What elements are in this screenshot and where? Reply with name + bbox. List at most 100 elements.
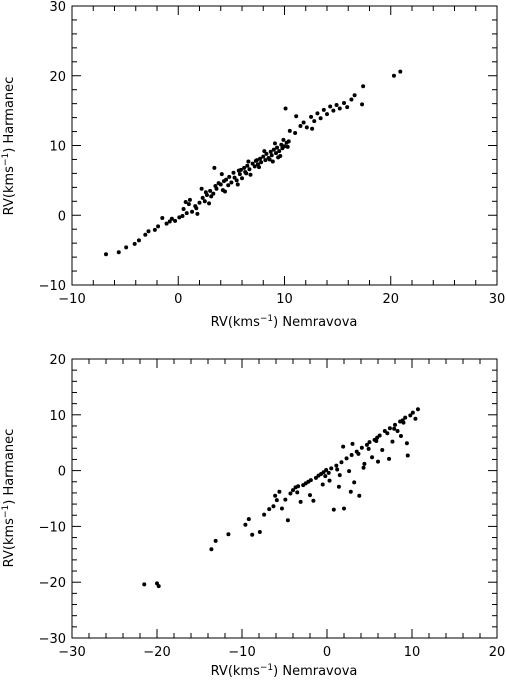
scatter-point	[287, 128, 292, 133]
scatter-point	[273, 493, 278, 498]
scatter-point	[398, 434, 403, 439]
scatter-point	[180, 213, 185, 218]
scatter-point	[267, 157, 272, 162]
scatter-point	[276, 155, 281, 160]
scatter-point	[329, 466, 334, 471]
scatter-point	[237, 172, 242, 177]
y-tick-label: 30	[49, 0, 66, 15]
scatter-point	[398, 69, 403, 74]
scatter-point	[325, 112, 329, 117]
y-tick-label: 10	[49, 140, 66, 155]
scatter-point	[367, 440, 372, 445]
scatter-point	[259, 160, 264, 165]
scatter-point	[195, 211, 200, 216]
y-tick-label: 10	[49, 409, 66, 424]
scatter-point	[136, 238, 141, 243]
scatter-point	[279, 142, 284, 147]
scatter-point	[334, 463, 339, 468]
scatter-point	[146, 229, 151, 234]
scatter-point	[173, 218, 178, 223]
scatter-point	[331, 108, 336, 113]
scatter-point	[285, 518, 290, 523]
scatter-point	[231, 170, 236, 175]
scatter-point	[415, 407, 420, 412]
x-tick-label: −10	[58, 292, 85, 307]
scatter-point	[226, 183, 231, 188]
scatter-point	[248, 172, 253, 177]
scatter-point	[341, 444, 346, 449]
scatter-point	[345, 105, 350, 110]
scatter-point	[331, 507, 336, 512]
scatter-point	[116, 250, 121, 255]
axis-ticks: −30 −20 −10 0 10 20 −30 −20 −10 0 10 20	[39, 353, 506, 660]
scatter-point	[298, 123, 303, 128]
scatter-panel-bottom: −30 −20 −10 0 10 20 −30 −20 −10 0 10 20 RV(kms−1) N…	[1, 353, 505, 679]
scatter-point	[271, 504, 276, 509]
scatter-point	[211, 191, 216, 196]
scatter-point	[391, 73, 396, 78]
scatter-point	[277, 489, 282, 494]
y-tick-label: 0	[58, 209, 66, 224]
scatter-point	[203, 190, 208, 195]
scatter-point	[357, 493, 362, 498]
scatter-point	[264, 151, 269, 156]
scatter-point	[238, 167, 243, 172]
scatter-point	[308, 478, 313, 483]
scatter-point	[392, 426, 397, 431]
scatter-point	[247, 167, 252, 172]
data-points	[104, 69, 403, 257]
scatter-point	[223, 189, 227, 194]
scatter-point	[257, 165, 261, 170]
scatter-point	[250, 532, 255, 537]
scatter-point	[342, 506, 346, 511]
scatter-point	[232, 175, 237, 180]
scatter-point	[364, 442, 369, 447]
y-tick-label: 20	[49, 353, 66, 368]
scatter-point	[181, 206, 186, 211]
scatter-point	[262, 149, 267, 154]
scatter-point	[152, 227, 157, 232]
scatter-point	[304, 125, 309, 130]
scatter-point	[227, 174, 232, 179]
x-tick-label: 20	[489, 645, 506, 660]
scatter-point	[390, 439, 395, 444]
scatter-point	[339, 460, 344, 465]
scatter-point	[269, 153, 274, 158]
scatter-point	[288, 491, 293, 496]
scatter-point	[246, 159, 251, 164]
scatter-point	[311, 498, 316, 503]
scatter-point	[124, 245, 129, 250]
scatter-point	[308, 493, 312, 498]
scatter-point	[293, 130, 298, 135]
scatter-panel-top: −10 0 10 20 30 −10 0 10 20 30 RV(kms−1) Nemravova…	[1, 0, 505, 330]
scatter-point	[298, 499, 303, 504]
scatter-point	[309, 114, 314, 119]
scatter-point	[208, 188, 213, 193]
scatter-point	[337, 473, 342, 478]
scatter-point	[352, 480, 357, 485]
scatter-point	[342, 100, 346, 105]
scatter-point	[282, 144, 287, 149]
scatter-point	[410, 410, 415, 415]
x-axis-label: RV(kms−1) Nemravova	[211, 663, 358, 679]
scatter-point	[272, 141, 277, 146]
scatter-point	[377, 433, 382, 438]
scatter-point	[263, 158, 268, 163]
scatter-point	[359, 445, 364, 450]
scatter-point	[334, 103, 339, 108]
scatter-point	[326, 470, 331, 475]
scatter-point	[169, 216, 174, 221]
scatter-point	[361, 84, 366, 89]
scatter-point	[318, 116, 323, 121]
scatter-point	[337, 106, 342, 111]
scatter-point	[104, 252, 108, 257]
scatter-point	[240, 176, 244, 181]
scatter-point	[277, 149, 282, 154]
scatter-point	[312, 119, 317, 124]
scatter-point	[143, 232, 148, 237]
scatter-point	[246, 517, 251, 522]
scatter-point	[160, 216, 165, 221]
x-tick-label: 0	[323, 645, 331, 660]
scatter-point	[405, 453, 410, 458]
